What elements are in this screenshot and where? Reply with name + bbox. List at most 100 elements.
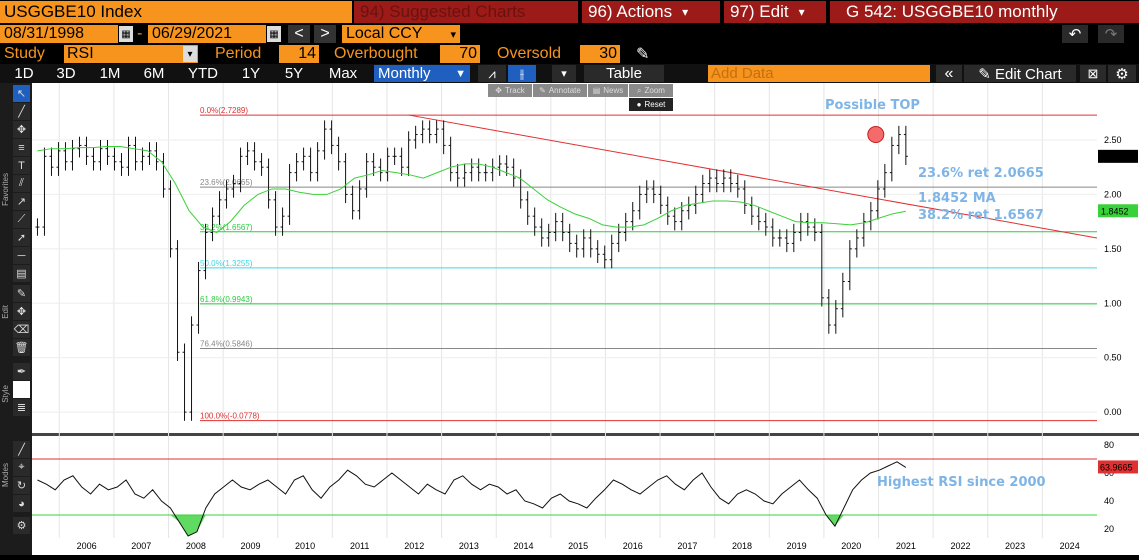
moving-average-line: [37, 146, 906, 234]
pen-style-icon[interactable]: ✒: [13, 363, 30, 380]
actions-arrow-icon: ▾: [682, 5, 689, 19]
x-tick-label: 2007: [131, 541, 151, 551]
overbought-input[interactable]: 70: [440, 45, 480, 63]
title-bar: USGGBE10 Index 94) Suggested Charts 96) …: [0, 0, 1139, 24]
calendar-icon[interactable]: ▦: [119, 26, 133, 42]
range-button-1m[interactable]: 1M: [99, 65, 121, 82]
ticker-field[interactable]: USGGBE10 Index: [0, 1, 352, 23]
gear-icon[interactable]: ⚙: [13, 517, 30, 534]
main-plot-background: [32, 83, 1097, 433]
x-tick-label: 2019: [787, 541, 807, 551]
period-input[interactable]: 14: [279, 45, 319, 63]
color-swatch-icon[interactable]: [13, 381, 30, 398]
zoom-label: Zoom: [644, 86, 665, 95]
rsi-chart-layer: 8060402063.9665: [32, 440, 1138, 537]
edit-menu[interactable]: 97) Edit ▾: [724, 1, 826, 23]
add-data-input[interactable]: Add Data: [708, 65, 930, 82]
style-label: Style: [1, 385, 10, 403]
possible-top-label: Possible TOP: [825, 98, 920, 113]
x-tick-label: 2009: [240, 541, 260, 551]
start-date-input[interactable]: 08/31/1998: [0, 25, 118, 43]
rsi-line: [37, 461, 907, 537]
chart-svg[interactable]: 2.50 2.00 1.50 1.00 0.50 0.00 0.0%(2.7289) 23.6…: [32, 83, 1139, 555]
x-tick-label: 2015: [568, 541, 588, 551]
reset-button[interactable]: ● Reset: [629, 98, 673, 111]
end-date-input[interactable]: 06/29/2021: [148, 25, 266, 43]
edit-label: 97) Edit: [730, 2, 789, 21]
zoom-button[interactable]: ⌕ Zoom: [629, 84, 673, 97]
x-tick-label: 2011: [350, 541, 369, 551]
top-marker: [867, 126, 885, 144]
collapse-button[interactable]: «: [936, 65, 962, 82]
x-tick-label: 2021: [896, 541, 916, 551]
ticker-text: USGGBE10 Index: [4, 2, 142, 21]
actions-menu[interactable]: 96) Actions ▾: [582, 1, 720, 23]
fib-label: 0.0%(2.7289): [200, 106, 248, 115]
chart-type-dropdown[interactable]: ▾: [552, 65, 576, 82]
range-button-5y[interactable]: 5Y: [284, 65, 304, 82]
table-button[interactable]: Table: [584, 65, 664, 82]
undo-button[interactable]: ↶: [1062, 25, 1088, 43]
overbought-value: 70: [459, 45, 477, 62]
settings-button[interactable]: ⚙: [1108, 65, 1136, 83]
hline-tool-icon[interactable]: ─: [13, 247, 30, 264]
crosshair-icon[interactable]: ✥: [13, 121, 30, 138]
range-button-1y[interactable]: 1Y: [241, 65, 261, 82]
edit-arrow-icon: ▾: [798, 5, 805, 19]
annotate-button[interactable]: ✎ Annotate: [533, 84, 587, 97]
draw-mode-icon[interactable]: ╱: [13, 441, 30, 458]
brush-icon[interactable]: ✎: [13, 285, 30, 302]
line-chart-button[interactable]: ⩘: [478, 65, 506, 82]
text-tool-icon[interactable]: T: [13, 157, 30, 174]
palette-icon[interactable]: ◕: [13, 495, 30, 512]
edit-chart-button[interactable]: ✎ Edit Chart: [964, 65, 1076, 83]
line-weight-icon[interactable]: ≣: [13, 399, 30, 416]
trash-icon[interactable]: 🗑: [13, 339, 30, 356]
band-tool-icon[interactable]: ▤: [13, 265, 30, 282]
cursor-icon[interactable]: ↖: [13, 85, 30, 102]
redo-button[interactable]: ↷: [1098, 25, 1124, 43]
fib-tool-icon[interactable]: ≡: [13, 139, 30, 156]
news-button[interactable]: ▤ News: [588, 84, 628, 97]
annotate-label: Annotate: [548, 86, 581, 95]
eraser-icon[interactable]: ⌫: [13, 321, 30, 338]
ray-tool-icon[interactable]: ⟋: [13, 211, 30, 228]
x-tick-label: 2022: [950, 541, 970, 551]
edit-chart-icon-button[interactable]: ⊠: [1080, 65, 1106, 82]
period-label: Period: [215, 45, 262, 62]
chevron-down-icon: ▾: [561, 68, 567, 80]
rsi-y-tick-label: 20: [1104, 524, 1114, 534]
y-tick-label: 2.50: [1104, 135, 1122, 145]
cursor-mode-icon[interactable]: ⌖: [13, 459, 30, 476]
calendar-icon[interactable]: ▦: [267, 26, 281, 42]
window-title-text: G 542: USGGBE10 monthly: [846, 2, 1058, 21]
chart-area[interactable]: 2.50 2.00 1.50 1.00 0.50 0.00 0.0%(2.7289) 23.6…: [32, 83, 1139, 555]
channel-tool-icon[interactable]: ⫽: [13, 175, 30, 192]
bar-chart-button[interactable]: ⫲: [508, 65, 536, 82]
x-tick-label: 2017: [677, 541, 697, 551]
currency-select[interactable]: Local CCY ▾: [342, 25, 460, 43]
range-button-max[interactable]: Max: [328, 65, 358, 82]
refresh-icon[interactable]: ↻: [13, 477, 30, 494]
pencil-icon[interactable]: ✎: [636, 46, 650, 63]
range-button-3d[interactable]: 3D: [56, 65, 76, 82]
study-select[interactable]: RSI ▾: [64, 45, 198, 63]
oversold-input[interactable]: 30: [580, 45, 620, 63]
next-period-button[interactable]: >: [314, 25, 336, 43]
prev-period-button[interactable]: <: [288, 25, 310, 43]
trend-tool-icon[interactable]: ↗: [13, 193, 30, 210]
pane-divider[interactable]: [32, 433, 1139, 436]
range-button-ytd[interactable]: YTD: [188, 65, 218, 82]
news-label: News: [603, 86, 624, 95]
range-button-6m[interactable]: 6M: [143, 65, 165, 82]
suggested-charts-button[interactable]: 94) Suggested Charts: [354, 1, 578, 23]
x-tick-label: 2018: [732, 541, 752, 551]
arrow-tool-icon[interactable]: ➚: [13, 229, 30, 246]
track-button[interactable]: ✥ Track: [488, 84, 532, 97]
frequency-select[interactable]: Monthly ▼: [374, 65, 470, 82]
line-tool-icon[interactable]: ╱: [13, 103, 30, 120]
fib-label: 38.2%(1.6567): [200, 223, 253, 232]
zoom-icon: ⌕: [637, 85, 642, 95]
move-icon[interactable]: ✥: [13, 303, 30, 320]
range-button-1d[interactable]: 1D: [14, 65, 34, 82]
